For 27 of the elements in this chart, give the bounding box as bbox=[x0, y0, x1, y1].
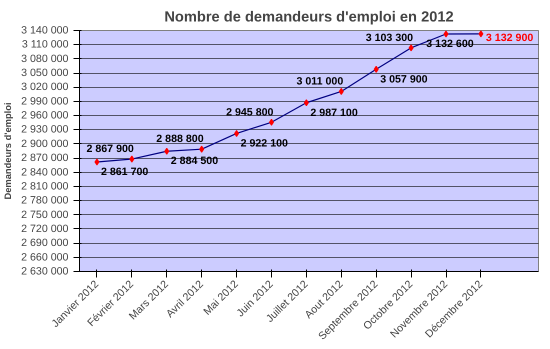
data-label: 3 057 900 bbox=[380, 73, 428, 86]
y-tick-label: 2 840 000 bbox=[21, 166, 69, 178]
y-tick-label: 2 960 000 bbox=[21, 110, 69, 122]
y-tick-label: 2 810 000 bbox=[21, 180, 69, 192]
y-tick-label: 2 990 000 bbox=[21, 95, 69, 108]
y-tick-label: 3 110 000 bbox=[22, 38, 69, 51]
y-tick-label: 3 080 000 bbox=[21, 52, 69, 65]
data-label: 3 011 000 bbox=[296, 75, 344, 88]
y-tick-label: 2 660 000 bbox=[21, 251, 69, 264]
chart-title: Nombre de demandeurs d'emploi en 2012 bbox=[164, 10, 454, 26]
y-tick-label: 3 020 000 bbox=[21, 81, 69, 94]
y-tick-label: 3 140 000 bbox=[21, 24, 69, 36]
y-tick-label: 2 690 000 bbox=[21, 237, 69, 250]
data-label: 2 884 500 bbox=[170, 155, 218, 168]
data-label: 2 888 800 bbox=[156, 133, 204, 146]
y-tick-label: 2 780 000 bbox=[21, 194, 69, 207]
y-tick-label: 3 050 000 bbox=[21, 67, 69, 80]
y-tick-label: 2 930 000 bbox=[21, 124, 69, 136]
y-tick-label: 2 900 000 bbox=[21, 138, 69, 150]
y-axis-title: Demandeurs d'emploi bbox=[3, 102, 14, 200]
y-tick-label: 2 720 000 bbox=[21, 222, 69, 235]
y-tick-label: 2 870 000 bbox=[21, 152, 69, 164]
y-tick-label: 2 630 000 bbox=[21, 266, 69, 278]
data-label: 3 103 300 bbox=[366, 32, 414, 44]
data-label: 2 867 900 bbox=[86, 143, 134, 156]
annotation: 3 132 900 bbox=[486, 32, 534, 44]
y-tick-label: 2 750 000 bbox=[21, 208, 69, 221]
